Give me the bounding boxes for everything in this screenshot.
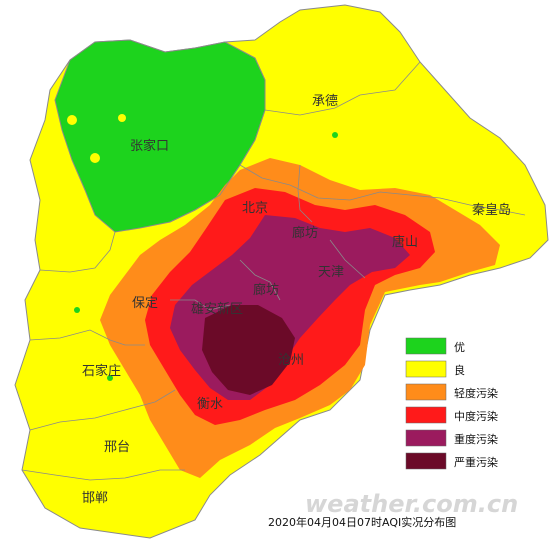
legend: 优 良 轻度污染 中度污染 重度污染 严重污染 xyxy=(405,337,498,470)
legend-label-liang: 良 xyxy=(454,363,465,377)
legend-swatch-zhongdu xyxy=(405,406,447,424)
city-hengshui: 衡水 xyxy=(197,397,223,412)
city-tianjin: 天津 xyxy=(318,265,344,280)
spot-you-1 xyxy=(332,132,338,138)
legend-label-qingdu: 轻度污染 xyxy=(454,386,498,400)
city-zhangjiakou: 张家口 xyxy=(130,138,169,154)
city-baoding: 保定 xyxy=(132,296,158,311)
city-langfang-south: 廊坊 xyxy=(253,282,279,298)
region-yanzhong xyxy=(202,305,295,395)
city-tangshan: 唐山 xyxy=(392,234,418,250)
legend-swatch-zhongdu-heavy xyxy=(405,429,447,447)
city-chengde: 承德 xyxy=(312,94,338,109)
city-qinhuangdao: 秦皇岛 xyxy=(472,202,511,218)
city-xiongan: 雄安新区 xyxy=(191,301,243,317)
legend-swatch-you xyxy=(405,337,447,355)
spot-you-3 xyxy=(107,375,113,381)
legend-label-you: 优 xyxy=(454,341,465,354)
legend-label-zhongdu: 中度污染 xyxy=(454,409,498,423)
prefecture-borders xyxy=(21,57,526,481)
legend-swatch-qingdu xyxy=(405,383,447,401)
watermark: weather.com.cn xyxy=(305,490,518,518)
city-handan: 邯郸 xyxy=(82,491,108,506)
legend-label-zhongdu-heavy: 重度污染 xyxy=(454,432,498,446)
city-langfang-north: 廊坊 xyxy=(292,225,318,241)
legend-label-yanzhong: 严重污染 xyxy=(454,455,498,469)
city-xingtai: 邢台 xyxy=(104,440,130,455)
spot-liang-2 xyxy=(67,115,77,125)
map-caption: 2020年04月04日07时AQI实况分布图 xyxy=(268,515,456,529)
city-cangzhou: 沧州 xyxy=(278,352,304,368)
spot-liang-1 xyxy=(90,153,100,163)
spot-you-2 xyxy=(74,307,80,313)
city-beijing: 北京 xyxy=(242,201,268,216)
legend-swatch-yanzhong xyxy=(405,452,447,470)
city-shijiazhuang: 石家庄 xyxy=(82,363,121,379)
legend-swatch-liang xyxy=(405,360,447,378)
spot-liang-3 xyxy=(118,114,126,122)
